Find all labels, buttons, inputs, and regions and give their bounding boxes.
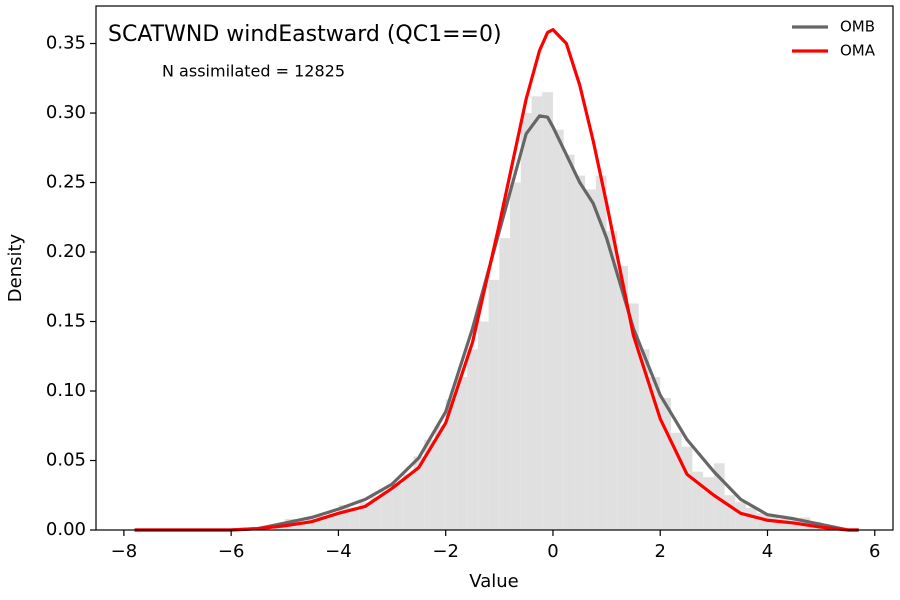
y-tick-label: 0.05: [46, 450, 86, 471]
y-tick-label: 0.25: [46, 172, 86, 193]
histogram-bar: [767, 516, 779, 530]
histogram-bar: [649, 377, 661, 530]
legend-label: OMA: [840, 42, 876, 60]
histogram-bar: [274, 527, 285, 530]
kde-line: [134, 114, 859, 532]
histogram-bar: [381, 491, 393, 530]
histogram-bar: [392, 484, 403, 530]
x-axis-label: Value: [469, 571, 518, 592]
histogram-bar: [617, 265, 629, 530]
histogram-bar: [338, 504, 350, 530]
y-tick-label: 0.35: [46, 33, 86, 54]
histogram-bar: [424, 439, 435, 530]
chart-title: SCATWND windEastward (QC1==0): [108, 22, 502, 47]
histogram-bar: [595, 175, 607, 530]
histogram-bar: [703, 477, 714, 530]
y-tick-label: 0.15: [46, 311, 86, 332]
histogram-bar: [510, 182, 521, 530]
y-axis-label: Density: [5, 233, 26, 302]
histogram-bar: [402, 474, 414, 530]
histogram-bar: [467, 349, 478, 530]
histogram-bar: [585, 189, 596, 531]
histogram-bar: [531, 96, 543, 531]
y-tick-label: 0.30: [46, 102, 86, 123]
x-tick-label: 0: [547, 541, 558, 562]
legend-label: OMB: [840, 18, 875, 36]
histogram-bar: [628, 303, 639, 530]
histogram-bar: [552, 129, 564, 530]
histogram-bar: [778, 518, 789, 530]
histogram-bar: [788, 520, 800, 530]
histogram-bar: [456, 377, 468, 530]
histogram-bar: [574, 175, 586, 530]
kde-line: [134, 28, 859, 532]
histogram-bar: [746, 507, 757, 530]
histogram-bar: [359, 502, 371, 530]
histogram-bar: [724, 495, 736, 530]
histogram-bar: [445, 399, 457, 530]
histogram-bar: [692, 471, 704, 530]
y-tick-label: 0.00: [46, 519, 86, 540]
y-tick-label: 0.10: [46, 380, 86, 401]
histogram-bar: [681, 446, 693, 530]
annotation: N assimilated = 12825: [162, 62, 345, 81]
histogram-bar: [434, 425, 446, 530]
histogram-bar: [563, 154, 575, 530]
histogram-bar: [670, 432, 682, 530]
plot-frame: [95, 5, 894, 531]
x-tick-label: 4: [762, 541, 773, 562]
x-tick-label: −8: [111, 541, 138, 562]
histogram-bar: [660, 397, 671, 530]
histogram-bar: [499, 238, 511, 531]
histogram-bar: [638, 349, 650, 530]
histogram-bar: [735, 502, 747, 530]
histogram-bar: [316, 516, 328, 530]
y-tick-label: 0.20: [46, 241, 86, 262]
histogram-bar: [413, 456, 425, 530]
histogram-bar: [306, 518, 317, 530]
histogram-bar: [520, 113, 532, 531]
histogram-bar: [713, 463, 725, 530]
x-tick-label: −6: [218, 541, 245, 562]
histogram-bar: [756, 513, 768, 530]
histogram-bar: [295, 521, 307, 530]
histogram-bar: [349, 507, 360, 530]
x-tick-label: −2: [432, 541, 459, 562]
x-tick-label: 2: [655, 541, 666, 562]
histogram-bar: [327, 513, 339, 530]
x-tick-label: 6: [869, 541, 880, 562]
histogram-bar: [370, 496, 382, 530]
histogram-bar: [542, 92, 553, 531]
histogram-bar: [488, 279, 500, 530]
histogram-bar: [477, 321, 489, 530]
x-tick-label: −4: [325, 541, 352, 562]
histogram-bar: [606, 231, 618, 530]
